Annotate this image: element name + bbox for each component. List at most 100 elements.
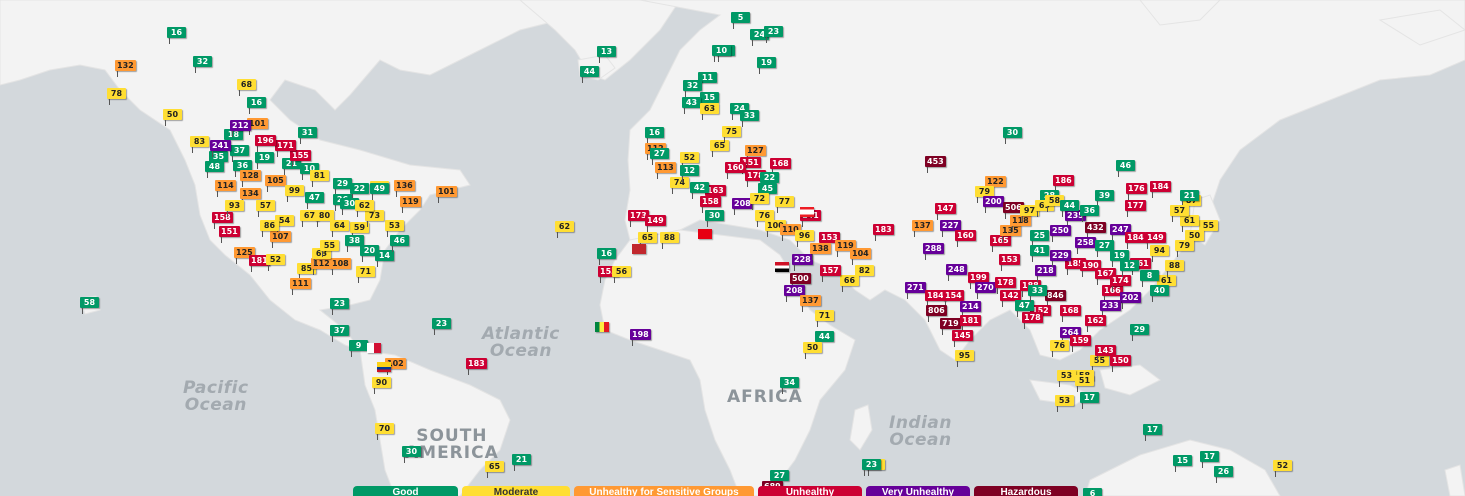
- station-marker[interactable]: 137: [800, 295, 821, 312]
- station-marker[interactable]: 23: [330, 298, 349, 315]
- station-marker[interactable]: 63: [312, 248, 331, 265]
- station-marker[interactable]: 132: [115, 60, 136, 77]
- station-marker[interactable]: 119: [400, 196, 421, 213]
- station-marker[interactable]: 173: [628, 210, 649, 227]
- station-marker[interactable]: 145: [952, 330, 973, 347]
- legend-item-unhealthy[interactable]: Unhealthy: [758, 486, 862, 496]
- station-marker[interactable]: 19: [757, 57, 776, 74]
- morocco-flag[interactable]: [632, 244, 646, 254]
- station-marker[interactable]: 86: [260, 220, 279, 237]
- station-marker[interactable]: 88: [1165, 260, 1184, 277]
- station-marker[interactable]: 33: [740, 110, 759, 127]
- station-marker[interactable]: 52: [680, 152, 699, 169]
- station-marker[interactable]: 52: [266, 254, 285, 271]
- station-marker[interactable]: 174: [1110, 275, 1131, 292]
- station-marker[interactable]: 38: [345, 235, 364, 252]
- legend-item-moderate[interactable]: Moderate: [462, 486, 570, 496]
- station-marker[interactable]: 65: [485, 461, 504, 478]
- station-marker[interactable]: 157: [820, 265, 841, 282]
- station-marker[interactable]: 30: [1003, 127, 1022, 144]
- station-marker[interactable]: 138: [810, 243, 831, 260]
- station-marker[interactable]: 65: [638, 232, 657, 249]
- station-marker[interactable]: 50: [803, 342, 822, 359]
- station-marker[interactable]: 67: [300, 210, 319, 227]
- station-marker[interactable]: 147: [935, 203, 956, 220]
- station-marker[interactable]: 181: [960, 315, 981, 332]
- station-marker[interactable]: 46: [390, 235, 409, 252]
- station-marker[interactable]: 29: [1130, 324, 1149, 341]
- station-marker[interactable]: 160: [955, 230, 976, 247]
- station-marker[interactable]: 247: [1110, 224, 1131, 241]
- station-marker[interactable]: 97: [1020, 205, 1039, 222]
- station-marker[interactable]: 153: [999, 254, 1020, 271]
- station-marker[interactable]: 190: [1080, 260, 1101, 277]
- station-marker[interactable]: 159: [1070, 335, 1091, 352]
- station-marker[interactable]: 99: [285, 185, 304, 202]
- station-marker[interactable]: 14: [375, 250, 394, 267]
- station-marker[interactable]: 24: [730, 103, 749, 120]
- station-marker[interactable]: 27: [650, 148, 669, 165]
- tunisia-flag[interactable]: [698, 229, 712, 239]
- station-marker[interactable]: 102: [385, 358, 406, 375]
- station-marker[interactable]: 47: [305, 192, 324, 209]
- station-marker[interactable]: 108: [330, 258, 351, 275]
- station-marker[interactable]: 181: [249, 255, 270, 272]
- station-marker[interactable]: 50: [163, 109, 182, 126]
- legend-item-unhealthy-for-sensitive-groups[interactable]: Unhealthy for Sensitive Groups: [574, 486, 754, 496]
- station-marker[interactable]: 30: [340, 198, 359, 215]
- station-marker[interactable]: 136: [394, 180, 415, 197]
- station-marker[interactable]: 168: [770, 158, 791, 175]
- station-marker[interactable]: 119: [835, 240, 856, 257]
- station-marker[interactable]: 19: [255, 152, 274, 169]
- station-marker[interactable]: 212: [230, 120, 251, 137]
- station-marker[interactable]: 29: [333, 178, 352, 195]
- station-marker[interactable]: 149: [645, 215, 666, 232]
- station-marker[interactable]: 5: [731, 12, 750, 29]
- station-marker[interactable]: 40: [1150, 285, 1169, 302]
- station-marker[interactable]: 101: [436, 186, 457, 203]
- station-marker[interactable]: 85: [297, 263, 316, 280]
- station-marker[interactable]: 80: [315, 210, 334, 227]
- legend-item-hazardous[interactable]: Hazardous: [974, 486, 1078, 496]
- station-marker[interactable]: 13: [597, 46, 616, 63]
- station-marker[interactable]: 22: [760, 172, 779, 189]
- station-marker[interactable]: 142: [1000, 290, 1021, 307]
- station-marker[interactable]: 37: [330, 325, 349, 342]
- station-marker[interactable]: 27: [1095, 240, 1114, 257]
- station-marker[interactable]: 44: [580, 66, 599, 83]
- station-marker[interactable]: 153: [598, 266, 619, 283]
- station-marker[interactable]: 162: [1085, 315, 1106, 332]
- station-marker[interactable]: 111: [290, 278, 311, 295]
- station-marker[interactable]: 75: [722, 126, 741, 143]
- station-marker[interactable]: 154: [943, 290, 964, 307]
- station-marker[interactable]: 21: [1180, 190, 1199, 207]
- station-marker[interactable]: 90: [372, 377, 391, 394]
- station-marker[interactable]: 161: [1130, 258, 1151, 275]
- station-marker[interactable]: 158: [700, 196, 721, 213]
- station-marker[interactable]: 110: [780, 224, 801, 241]
- station-marker[interactable]: 32: [193, 56, 212, 73]
- station-marker[interactable]: 22: [350, 183, 369, 200]
- station-marker[interactable]: 158: [212, 212, 233, 229]
- station-marker[interactable]: 93: [225, 200, 244, 217]
- station-marker[interactable]: 12: [1120, 260, 1139, 277]
- station-marker[interactable]: 9: [349, 340, 368, 357]
- station-marker[interactable]: 36: [233, 160, 252, 177]
- station-marker[interactable]: 57: [1170, 205, 1189, 222]
- station-marker[interactable]: 125: [234, 247, 255, 264]
- station-marker[interactable]: 846: [1045, 290, 1066, 307]
- station-marker[interactable]: 270: [975, 282, 996, 299]
- station-marker[interactable]: 151: [219, 226, 240, 243]
- station-marker[interactable]: 23: [862, 459, 881, 476]
- station-marker[interactable]: 55: [320, 240, 339, 257]
- station-marker[interactable]: 16: [597, 248, 616, 265]
- station-marker[interactable]: 48: [205, 161, 224, 178]
- station-marker[interactable]: 134: [240, 188, 261, 205]
- station-marker[interactable]: 178: [745, 170, 766, 187]
- station-marker[interactable]: 202: [1120, 292, 1141, 309]
- station-marker[interactable]: 69: [1035, 200, 1054, 217]
- station-marker[interactable]: 184: [1150, 181, 1171, 198]
- station-marker[interactable]: 64: [330, 220, 349, 237]
- station-marker[interactable]: 37: [230, 145, 249, 162]
